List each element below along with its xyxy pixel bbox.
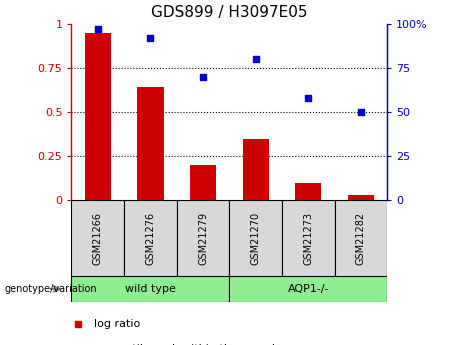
Text: GSM21273: GSM21273 [303, 211, 313, 265]
Text: AQP1-/-: AQP1-/- [288, 284, 329, 294]
Point [94, 27, 101, 32]
Point [199, 74, 207, 80]
Bar [229, 276, 387, 302]
Bar [295, 183, 321, 200]
Point [357, 109, 365, 115]
Text: log ratio: log ratio [94, 319, 140, 329]
Bar [335, 200, 387, 276]
Bar [71, 200, 124, 276]
Bar [137, 88, 164, 200]
Text: genotype/variation: genotype/variation [5, 284, 97, 294]
Point [147, 36, 154, 41]
Text: percentile rank within the sample: percentile rank within the sample [94, 344, 281, 345]
Bar [71, 276, 229, 302]
Bar [177, 200, 229, 276]
Point [252, 57, 260, 62]
Bar [242, 139, 269, 200]
Text: GSM21266: GSM21266 [93, 211, 103, 265]
Bar [190, 165, 216, 200]
Text: wild type: wild type [125, 284, 176, 294]
Text: GSM21270: GSM21270 [251, 211, 260, 265]
Bar [282, 200, 335, 276]
Bar [229, 200, 282, 276]
Text: GSM21282: GSM21282 [356, 211, 366, 265]
Title: GDS899 / H3097E05: GDS899 / H3097E05 [151, 5, 307, 20]
Text: GSM21276: GSM21276 [145, 211, 155, 265]
Point [305, 95, 312, 101]
Bar [85, 33, 111, 200]
Text: GSM21279: GSM21279 [198, 211, 208, 265]
Bar [348, 195, 374, 200]
Bar [124, 200, 177, 276]
